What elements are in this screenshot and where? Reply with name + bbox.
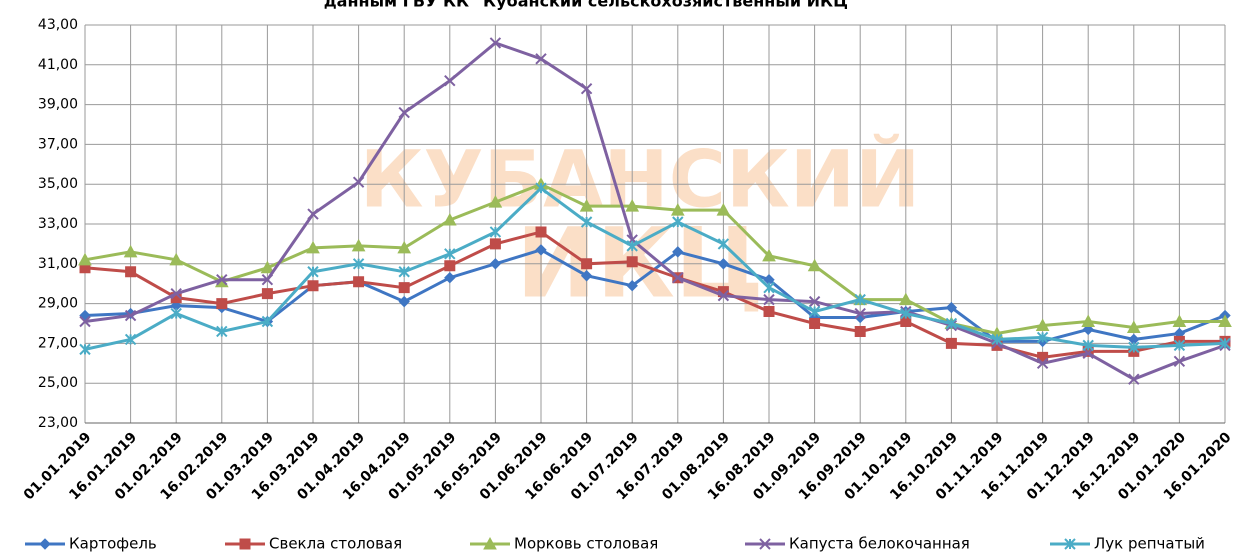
marker	[536, 227, 546, 237]
marker	[490, 227, 500, 237]
y-tick-label: 29,00	[38, 296, 78, 312]
marker	[399, 283, 409, 293]
legend-label: Картофель	[69, 535, 157, 553]
legend-label: Лук репчатый	[1094, 535, 1205, 553]
chart: данным ГБУ КК "Кубанский сельскохозяйств…	[0, 0, 1250, 553]
y-tick-label: 41,00	[38, 57, 78, 73]
y-tick-label: 43,00	[38, 17, 78, 33]
marker	[490, 239, 500, 249]
chart-title: данным ГБУ КК "Кубанский сельскохозяйств…	[324, 0, 857, 11]
marker	[490, 259, 500, 269]
y-tick-label: 27,00	[38, 335, 78, 351]
marker	[445, 261, 455, 271]
y-tick-label: 33,00	[38, 216, 78, 232]
y-tick-label: 39,00	[38, 97, 78, 113]
marker	[40, 539, 50, 549]
marker	[217, 299, 227, 309]
marker	[810, 319, 820, 329]
y-tick-label: 23,00	[38, 415, 78, 431]
marker	[126, 267, 136, 277]
y-tick-label: 37,00	[38, 136, 78, 152]
marker	[764, 307, 774, 317]
legend-label: Морковь столовая	[514, 535, 658, 553]
marker	[308, 281, 318, 291]
y-tick-label: 35,00	[38, 176, 78, 192]
marker	[627, 257, 637, 267]
legend-label: Свекла столовая	[269, 535, 402, 553]
y-tick-label: 25,00	[38, 375, 78, 391]
y-tick-label: 31,00	[38, 256, 78, 272]
marker	[764, 283, 774, 293]
legend-label: Капуста белокочанная	[789, 535, 970, 553]
marker	[582, 259, 592, 269]
marker	[354, 277, 364, 287]
marker	[240, 539, 250, 549]
marker	[946, 338, 956, 348]
marker	[262, 289, 272, 299]
marker	[855, 326, 865, 336]
